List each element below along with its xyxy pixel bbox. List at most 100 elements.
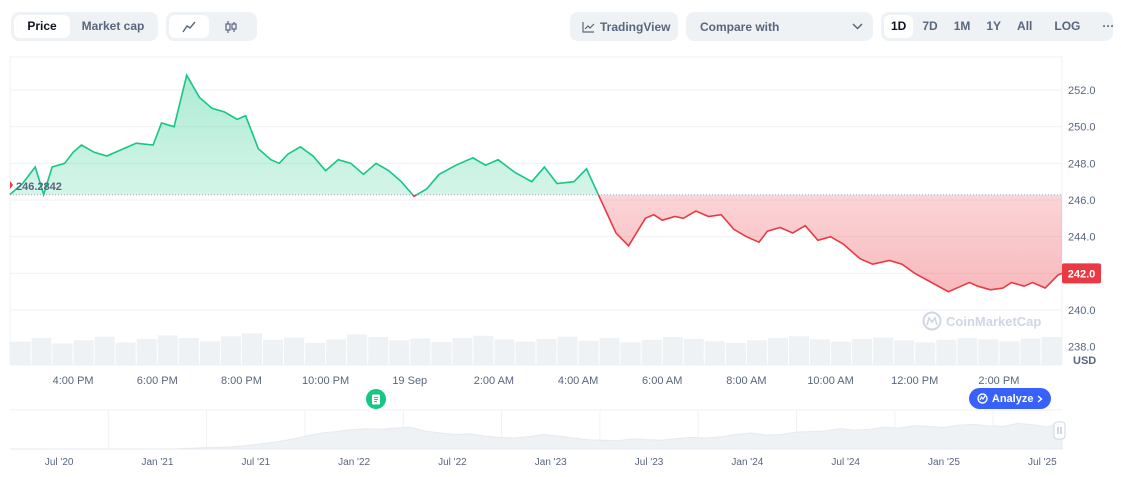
volume-bar xyxy=(704,341,725,365)
navigator-label: Jan '21 xyxy=(142,457,174,468)
chevron-right-icon xyxy=(1037,394,1044,403)
navigator-handle[interactable] xyxy=(1053,421,1066,440)
x-tick-label: 2:00 AM xyxy=(474,375,514,387)
tradingview-label: TradingView xyxy=(600,19,671,34)
y-tick-label: 248.0 xyxy=(1068,158,1096,170)
x-tick-label: 10:00 AM xyxy=(807,375,853,387)
navigator-label: Jul '21 xyxy=(241,457,270,468)
volume-bar xyxy=(10,341,31,365)
navigator-label: Jan '25 xyxy=(928,457,960,468)
range-1d[interactable]: 1D xyxy=(884,15,914,38)
volume-bar xyxy=(894,340,915,365)
volume-bar xyxy=(957,338,978,365)
volume-bar xyxy=(241,333,262,365)
volume-bar xyxy=(262,339,284,365)
trend-icon xyxy=(582,21,595,33)
chevron-down-icon xyxy=(852,23,863,30)
volume-bar xyxy=(494,339,515,365)
y-tick-label: 240.0 xyxy=(1068,305,1096,317)
baseline-value-text: 246.2842 xyxy=(16,181,62,193)
volume-bar xyxy=(31,338,52,365)
price-chart[interactable]: 252.0 250.0 248.0 246.0 244.0 242.0 240.0 238.0… xyxy=(0,0,1121,395)
area-below-baseline xyxy=(10,194,1062,292)
range-navigator[interactable]: Jul '20 Jan '21 Jul '21 Jan '22 Jul '22 Jan '… xyxy=(0,402,1121,477)
line-chart-icon[interactable] xyxy=(169,15,209,38)
navigator-label: Jan '22 xyxy=(338,457,370,468)
volume-bar xyxy=(431,342,452,365)
tradingview-button[interactable]: TradingView xyxy=(570,12,678,41)
document-icon xyxy=(372,394,381,404)
current-price-text: 242.0 xyxy=(1068,268,1096,280)
navigator-label: Jul '20 xyxy=(45,457,74,468)
volume-bar xyxy=(620,342,641,365)
volume-bar xyxy=(746,340,767,365)
volume-bar xyxy=(578,340,599,365)
volume-bar xyxy=(831,341,852,365)
volume-bar xyxy=(473,335,494,365)
range-1y[interactable]: 1Y xyxy=(986,19,1002,33)
volume-bar xyxy=(662,337,683,365)
current-price-tag: 242.0 xyxy=(1062,263,1101,284)
tab-market-cap[interactable]: Market cap xyxy=(81,19,145,33)
analyze-icon xyxy=(977,393,988,404)
volume-bar xyxy=(94,336,115,365)
x-tick-label: 10:00 PM xyxy=(302,375,349,387)
navigator-label: Jan '23 xyxy=(535,457,567,468)
volume-bar xyxy=(515,341,536,365)
volume-bar xyxy=(725,342,746,365)
analyze-label: Analyze xyxy=(991,392,1034,405)
volume-bar xyxy=(873,337,894,365)
volume-bar xyxy=(599,338,620,365)
tab-price[interactable]: Price xyxy=(14,15,70,38)
compare-label: Compare with xyxy=(700,19,780,34)
x-tick-label: 8:00 PM xyxy=(221,375,262,387)
navigator-labels: Jul '20 Jan '21 Jul '21 Jan '22 Jul '22 Jan '… xyxy=(45,457,1057,468)
volume-bar xyxy=(347,334,368,365)
baseline-value-label: 246.2842 xyxy=(10,181,62,193)
volume-bar xyxy=(641,339,662,365)
volume-bar xyxy=(326,339,347,365)
volume-bar xyxy=(52,343,73,365)
coinmarketcap-watermark: CoinMarketCap xyxy=(922,311,1041,331)
log-scale-toggle[interactable]: LOG xyxy=(1054,19,1081,33)
y-axis: 252.0 250.0 248.0 246.0 244.0 242.0 240.0 238.0 xyxy=(1068,85,1096,354)
volume-bar xyxy=(368,337,389,365)
price-area xyxy=(10,75,1062,292)
y-tick-label: 238.0 xyxy=(1068,342,1096,354)
volume-bar xyxy=(810,339,831,365)
volume-bar xyxy=(557,336,578,365)
range-7d[interactable]: 7D xyxy=(922,19,938,33)
volume-bar xyxy=(536,338,557,365)
candlestick-icon[interactable] xyxy=(211,15,251,38)
volume-bar xyxy=(1020,338,1041,365)
range-all[interactable]: All xyxy=(1017,19,1033,33)
news-marker[interactable] xyxy=(366,389,387,409)
watermark-text: CoinMarketCap xyxy=(946,314,1041,329)
navigator-area xyxy=(10,422,1063,450)
volume-bar xyxy=(178,338,199,365)
price-line-down xyxy=(10,194,1063,293)
volume-bar xyxy=(73,340,94,365)
volume-bars xyxy=(10,333,1062,365)
volume-bar xyxy=(199,341,220,365)
y-tick-label: 250.0 xyxy=(1068,122,1096,134)
volume-bar xyxy=(284,337,305,365)
range-1m[interactable]: 1M xyxy=(953,19,971,33)
analyze-button[interactable]: Analyze xyxy=(968,388,1052,409)
x-axis: 4:00 PM 6:00 PM 8:00 PM 10:00 PM 19 Sep 2:00 … xyxy=(53,375,1020,387)
volume-bar xyxy=(999,341,1020,365)
volume-bar xyxy=(788,336,810,365)
x-tick-label: 12:00 PM xyxy=(891,375,938,387)
compare-select[interactable]: Compare with xyxy=(686,12,873,41)
x-tick-label: 4:00 PM xyxy=(53,375,94,387)
x-tick-label: 6:00 PM xyxy=(137,375,178,387)
more-options-button[interactable]: ··· xyxy=(1102,19,1115,33)
navigator-label: Jul '22 xyxy=(438,457,467,468)
x-tick-label: 8:00 AM xyxy=(726,375,766,387)
y-tick-label: 244.0 xyxy=(1068,232,1096,244)
x-tick-label: 19 Sep xyxy=(392,375,427,387)
navigator-label: Jul '23 xyxy=(635,457,664,468)
volume-bar xyxy=(936,339,957,365)
currency-label: USD xyxy=(1073,355,1096,367)
volume-bar xyxy=(389,340,410,365)
